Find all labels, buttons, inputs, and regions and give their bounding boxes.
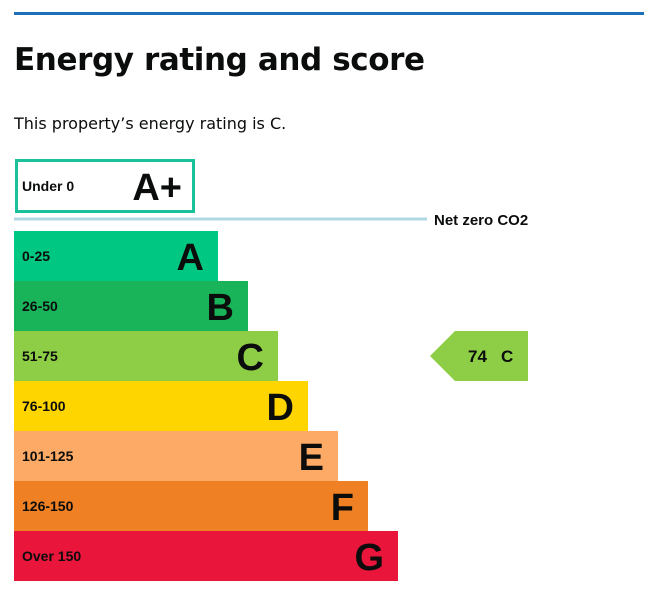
rating-bands: 0-25 A 26-50 B 51-75 C 76-100 D 101-125 E 126-150 F… <box>14 231 398 581</box>
band-d-range: 76-100 <box>22 398 66 414</box>
band-d: 76-100 D <box>14 381 308 431</box>
band-a-plus-box <box>15 159 195 213</box>
band-a-range: 0-25 <box>22 248 50 264</box>
band-c-range: 51-75 <box>22 348 58 364</box>
current-rating-arrow <box>430 331 528 381</box>
band-a-bar <box>14 231 218 281</box>
band-c: 51-75 C <box>14 331 278 381</box>
page-title: Energy rating and score <box>14 42 425 78</box>
band-g-bar <box>14 531 398 581</box>
band-a-plus-letter: A+ <box>132 167 182 209</box>
band-e-letter: E <box>299 437 324 479</box>
band-b-bar <box>14 281 248 331</box>
band-g-range: Over 150 <box>22 548 81 564</box>
band-d-letter: D <box>267 387 294 429</box>
band-e-range: 101-125 <box>22 448 74 464</box>
rating-summary: This property’s energy rating is C. <box>14 114 287 133</box>
current-score: 74 <box>468 347 487 366</box>
band-g-letter: G <box>354 537 384 579</box>
band-b: 26-50 B <box>14 281 248 331</box>
band-a-letter: A <box>177 237 204 279</box>
band-a-plus-range: Under 0 <box>22 178 74 194</box>
band-e-bar <box>14 431 338 481</box>
top-rule <box>14 12 644 15</box>
net-zero-label: Net zero CO2 <box>434 212 528 229</box>
band-a-plus: Under 0 A+ <box>15 159 195 213</box>
band-c-bar <box>14 331 278 381</box>
current-rating-letter: C <box>501 347 513 366</box>
band-e: 101-125 E <box>14 431 338 481</box>
band-b-letter: B <box>207 287 234 329</box>
band-f-letter: F <box>331 487 354 529</box>
band-d-bar <box>14 381 308 431</box>
band-c-letter: C <box>237 337 264 379</box>
band-f-bar <box>14 481 368 531</box>
band-b-range: 26-50 <box>22 298 58 314</box>
band-f: 126-150 F <box>14 481 368 531</box>
current-rating-indicator: 74 C <box>430 331 528 381</box>
band-f-range: 126-150 <box>22 498 74 514</box>
band-g: Over 150 G <box>14 531 398 581</box>
band-a: 0-25 A <box>14 231 218 281</box>
net-zero-marker: Net zero CO2 <box>14 212 528 229</box>
